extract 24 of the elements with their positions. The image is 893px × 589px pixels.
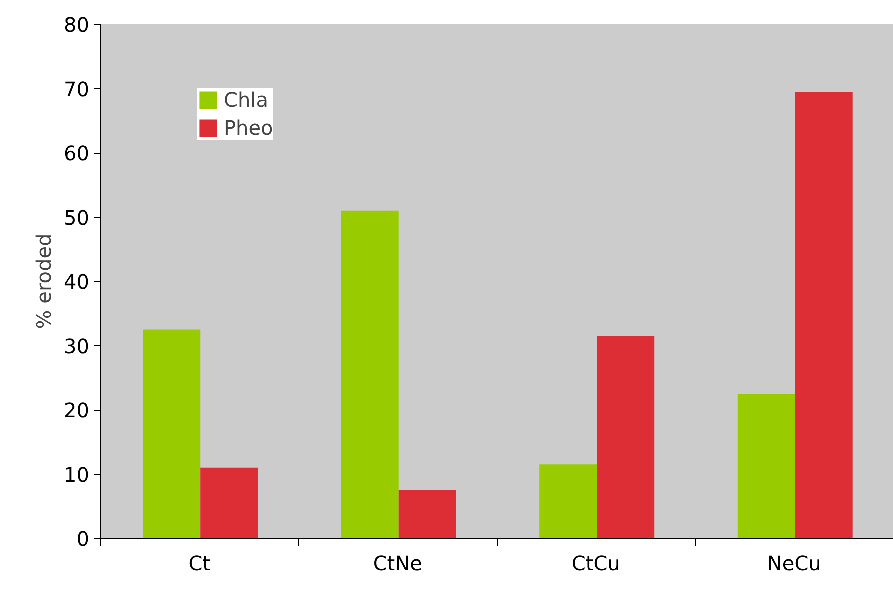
bar [341, 210, 399, 538]
y-tick-label: 20 [64, 398, 90, 422]
bar [738, 394, 796, 538]
y-tick-label: 0 [76, 527, 90, 551]
y-tick-label: 30 [64, 334, 90, 358]
bar [597, 336, 655, 538]
x-tick-label: Ct [188, 552, 211, 576]
y-tick-label: 60 [64, 142, 90, 166]
x-tick-label: CtNe [373, 552, 422, 576]
y-axis-title: % eroded [32, 234, 56, 330]
y-tick-label: 40 [64, 270, 90, 294]
bar [143, 330, 201, 538]
bar [200, 468, 258, 538]
y-tick-label: 10 [64, 462, 90, 487]
bar [795, 92, 853, 538]
legend-label: Chla [224, 88, 268, 112]
x-tick-label: CtCu [572, 552, 620, 576]
bar [540, 464, 598, 538]
y-tick-label: 80 [64, 13, 90, 37]
x-tick-label: NeCu [767, 552, 822, 576]
y-tick-label: 70 [64, 77, 90, 102]
bar [398, 490, 456, 538]
legend-label: Pheo [224, 116, 274, 140]
y-tick-label: 50 [64, 206, 90, 230]
